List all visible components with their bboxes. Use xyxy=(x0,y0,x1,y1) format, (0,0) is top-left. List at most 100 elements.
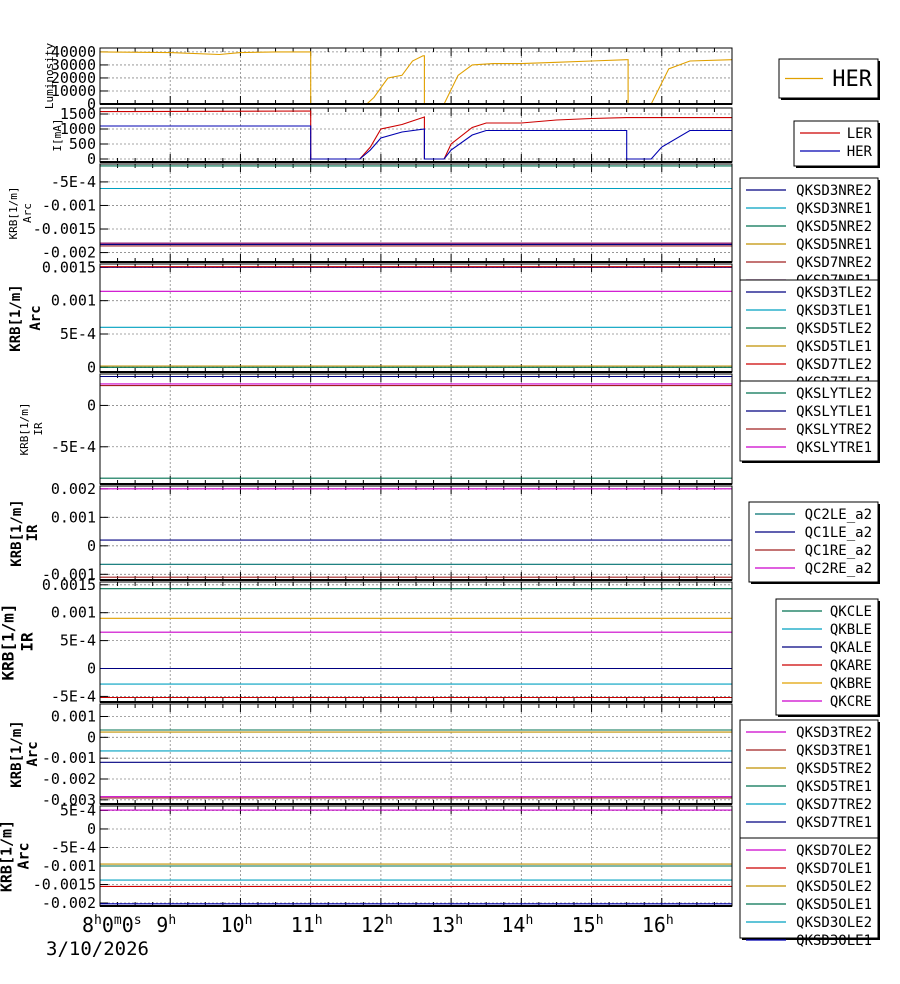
legend-box xyxy=(739,279,879,391)
panel-frame xyxy=(99,107,733,163)
panel-frame xyxy=(99,263,733,373)
y-tick-label: 0 xyxy=(87,820,96,838)
y-tick-label: 0 xyxy=(87,396,96,414)
legend-label: QC1RE_a2 xyxy=(805,543,872,559)
series-LER xyxy=(99,110,732,160)
y-axis-label: IR xyxy=(32,422,45,436)
legend-box xyxy=(748,501,879,583)
legend-label: QKSD3OLE2 xyxy=(796,915,872,931)
legend-label: QC2LE_a2 xyxy=(805,507,872,523)
legend-label: QKSD3OLE1 xyxy=(796,933,872,949)
x-tick-label: 10h xyxy=(220,913,252,937)
x-tick-label: 16h xyxy=(642,913,674,937)
legend-label: QKSD3NRE1 xyxy=(796,201,872,217)
legend-box xyxy=(775,598,879,716)
panel-ir_qk: 0.0015 0.001 5E-4 0 -5E-4 KRB[1/m] IR QKCLE QKBL… xyxy=(0,576,880,717)
date-label: 3/10/2026 xyxy=(46,938,149,960)
legend-box xyxy=(793,120,879,167)
panel-frame xyxy=(99,485,733,581)
legend-label: QKSD7TLE2 xyxy=(796,357,872,373)
legend-label: QKALE xyxy=(830,640,872,656)
y-tick-label: 5E-4 xyxy=(60,801,96,819)
legend-arc_tre: QKSD3TRE2 QKSD3TRE1 QKSD5TRE2 QKSD5TRE1 QKSD… xyxy=(739,719,880,842)
y-tick-label: 0.001 xyxy=(51,508,96,526)
legend-label: QKSD5TLE1 xyxy=(796,339,872,355)
y-tick-label: 1000 xyxy=(60,120,96,138)
first-time-label: 8h0m0s xyxy=(82,913,142,937)
y-tick-label: 0.001 xyxy=(51,604,96,622)
y-axis-label: Arc xyxy=(21,203,34,223)
legend-label: QKSD7TRE1 xyxy=(796,815,872,831)
legend-label: QKSD3TLE2 xyxy=(796,285,872,301)
y-tick-label: 40000 xyxy=(51,43,96,61)
legend-label: QKSD5TRE2 xyxy=(796,761,872,777)
series-HER xyxy=(100,125,732,160)
y-tick-label: -5E-4 xyxy=(51,438,96,456)
legend-label: HER xyxy=(832,67,872,92)
y-axis-label: KRB[1/m] xyxy=(9,499,25,566)
x-tick-label: 11h xyxy=(291,913,323,937)
y-tick-label: 0.001 xyxy=(51,292,96,310)
panel-arc_ole: 5E-40-5E-4-0.001-0.0015-0.002 KRB[1/m] Arc… xyxy=(0,801,880,949)
legend-label: QKSD5OLE1 xyxy=(796,897,872,913)
panel-frame xyxy=(99,47,733,105)
legend-arc_tle: QKSD3TLE2 QKSD3TLE1 QKSD5TLE2 QKSD5TLE1 QKSD… xyxy=(739,279,880,392)
y-axis-label: IR xyxy=(18,632,37,652)
y-tick-label: 0.002 xyxy=(51,480,96,498)
legend-box xyxy=(739,380,879,462)
legend-label: QKSD7OLE1 xyxy=(796,861,872,877)
legend-label: LER xyxy=(847,126,873,142)
y-tick-label: -0.0015 xyxy=(33,220,96,238)
y-tick-label: 0 xyxy=(87,95,96,113)
legend-label: QKCRE xyxy=(830,694,872,710)
y-tick-label: 30000 xyxy=(51,56,96,74)
panel-frame xyxy=(99,805,733,907)
x-tick-label: 13h xyxy=(431,913,463,937)
legend-label: QC2RE_a2 xyxy=(805,561,872,577)
legend-label: QKSD3TRE2 xyxy=(796,725,872,741)
y-axis-label: KRB[1/m] xyxy=(9,720,25,787)
y-axis-label: KRB[1/m] xyxy=(0,820,16,892)
y-tick-label: 0 xyxy=(87,358,96,376)
y-tick-label: -0.002 xyxy=(42,244,96,262)
y-axis-label: KRB[1/m] xyxy=(0,603,18,680)
y-tick-label: 20000 xyxy=(51,69,96,87)
legend-label: QKSD7NRE2 xyxy=(796,255,872,271)
legend-label: QKSD7OLE2 xyxy=(796,843,872,859)
y-tick-label: -0.001 xyxy=(42,565,96,583)
y-axis-label: IR xyxy=(25,524,41,541)
y-tick-label: -0.001 xyxy=(42,749,96,767)
y-axis-label: Arc xyxy=(15,842,33,869)
legend-ir_qk: QKCLE QKBLE QKALE QKARE QKBRE QKCRE xyxy=(775,598,880,717)
legend-arc_ole: QKSD7OLE2 QKSD7OLE1 QKSD5OLE2 QKSD5OLE1 QKSD… xyxy=(739,837,880,949)
y-tick-label: 0 xyxy=(87,537,96,555)
y-tick-label: -0.001 xyxy=(42,857,96,875)
legend-label: QC1LE_a2 xyxy=(805,525,872,541)
y-axis-label: Arc xyxy=(25,741,41,766)
y-tick-label: -5E-4 xyxy=(51,838,96,856)
y-tick-label: -0.001 xyxy=(42,196,96,214)
legend-box xyxy=(739,837,879,939)
legend-label: QKSLYTLE2 xyxy=(796,386,872,402)
y-axis-label: Arc xyxy=(28,305,44,330)
legend-label: QKBLE xyxy=(830,622,872,638)
legend-arc_nre: QKSD3NRE2 QKSD3NRE1 QKSD5NRE2 QKSD5NRE1 QKSD… xyxy=(739,177,880,289)
panel-arc_nre: -5E-4 -0.001 -0.0015 -0.002 KRB[1/m] Arc QKSD3… xyxy=(7,163,880,289)
legend-box xyxy=(739,719,879,841)
y-tick-label: 5E-4 xyxy=(60,632,96,650)
legend-label: QKBRE xyxy=(830,676,872,692)
panel-frame xyxy=(99,163,733,263)
y-tick-label: 0 xyxy=(87,728,96,746)
y-tick-label: 10000 xyxy=(51,82,96,100)
legend-label: QKSD3NRE2 xyxy=(796,183,872,199)
y-axis-label: KRB[1/m] xyxy=(8,284,24,351)
legend-curr: LER HER xyxy=(793,120,880,168)
legend-label: QKSD5TRE1 xyxy=(796,779,872,795)
y-tick-label: -0.003 xyxy=(42,791,96,809)
y-axis-label: KRB[1/m] xyxy=(18,403,31,456)
panel-arc_tre: 0.001 0 -0.001 -0.002 -0.003 KRB[1/m] Arc QKSD3… xyxy=(9,703,880,842)
